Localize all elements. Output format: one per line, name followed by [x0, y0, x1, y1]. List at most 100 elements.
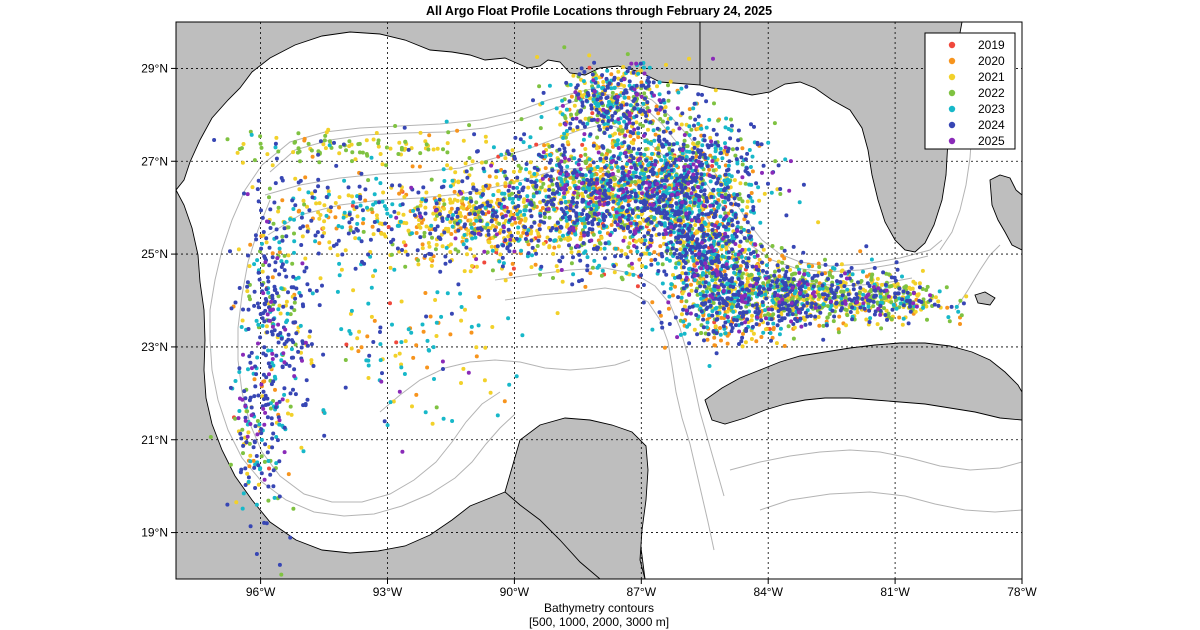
- profile-point: [527, 170, 532, 175]
- profile-point: [878, 294, 883, 299]
- profile-point: [609, 86, 614, 91]
- profile-point: [266, 498, 271, 503]
- profile-point: [632, 163, 637, 168]
- profile-point: [689, 127, 694, 132]
- profile-point: [598, 95, 603, 100]
- profile-point: [740, 162, 745, 167]
- profile-point: [470, 159, 475, 164]
- profile-point: [568, 126, 572, 131]
- profile-point: [337, 205, 341, 210]
- profile-point: [459, 318, 464, 323]
- profile-point: [693, 117, 698, 122]
- profile-point: [637, 175, 642, 180]
- profile-point: [293, 140, 298, 144]
- profile-point: [291, 207, 296, 211]
- profile-point: [887, 284, 892, 289]
- profile-point: [662, 208, 667, 213]
- profile-point: [583, 152, 588, 157]
- profile-point: [571, 176, 576, 181]
- profile-point: [840, 306, 844, 311]
- profile-point: [279, 358, 284, 363]
- profile-point: [681, 307, 686, 312]
- profile-point: [797, 200, 802, 205]
- profile-point: [635, 102, 640, 107]
- profile-point: [881, 270, 886, 275]
- profile-point: [820, 272, 824, 277]
- profile-point: [274, 461, 279, 466]
- profile-point: [702, 152, 707, 157]
- profile-point: [711, 168, 716, 173]
- profile-point: [681, 215, 685, 220]
- profile-point: [355, 336, 360, 341]
- profile-point: [681, 280, 686, 285]
- profile-point: [526, 228, 531, 233]
- profile-point: [591, 203, 596, 208]
- profile-point: [721, 254, 725, 259]
- profile-point: [713, 324, 718, 329]
- profile-point: [698, 259, 703, 264]
- profile-point: [335, 289, 340, 294]
- profile-point: [562, 195, 567, 200]
- profile-point: [774, 341, 779, 346]
- profile-point: [687, 195, 692, 200]
- profile-point: [707, 313, 711, 318]
- profile-point: [662, 235, 666, 240]
- profile-point: [621, 226, 626, 231]
- profile-point: [554, 106, 559, 111]
- profile-point: [277, 240, 282, 245]
- profile-point: [759, 335, 764, 339]
- profile-point: [739, 230, 744, 234]
- profile-point: [448, 166, 453, 171]
- profile-point: [663, 203, 668, 208]
- profile-point: [266, 459, 271, 463]
- profile-point: [771, 327, 776, 332]
- profile-point: [823, 271, 828, 276]
- profile-point: [527, 144, 532, 149]
- profile-point: [786, 324, 791, 329]
- profile-point: [572, 220, 577, 225]
- profile-point: [684, 251, 689, 255]
- profile-point: [532, 180, 537, 185]
- profile-point: [674, 121, 679, 126]
- profile-point: [378, 342, 383, 347]
- profile-point: [418, 151, 423, 156]
- profile-point: [665, 216, 670, 221]
- profile-point: [582, 70, 587, 74]
- profile-point: [821, 323, 826, 328]
- profile-point: [461, 138, 466, 143]
- profile-point: [925, 317, 929, 322]
- profile-point: [801, 250, 806, 255]
- profile-point: [729, 117, 733, 122]
- profile-point: [681, 259, 686, 263]
- profile-point: [590, 219, 595, 224]
- profile-point: [728, 185, 733, 190]
- profile-point: [920, 268, 925, 273]
- profile-point: [668, 163, 673, 168]
- profile-point: [801, 182, 806, 187]
- profile-point: [355, 221, 360, 226]
- profile-point: [750, 169, 755, 174]
- profile-point: [433, 217, 438, 222]
- profile-point: [846, 292, 851, 297]
- profile-point: [603, 241, 608, 246]
- profile-point: [712, 211, 717, 216]
- profile-point: [629, 86, 634, 91]
- profile-point: [643, 167, 648, 172]
- profile-point: [344, 148, 348, 153]
- profile-point: [666, 90, 671, 95]
- profile-point: [710, 261, 715, 266]
- profile-point: [764, 263, 769, 268]
- profile-point: [719, 267, 724, 272]
- profile-point: [495, 244, 500, 249]
- profile-point: [710, 309, 715, 314]
- profile-point: [512, 156, 517, 161]
- profile-point: [695, 303, 700, 308]
- profile-point: [816, 220, 821, 225]
- profile-point: [724, 241, 729, 246]
- profile-point: [868, 316, 873, 321]
- profile-point: [798, 316, 803, 321]
- profile-point: [396, 152, 401, 156]
- profile-point: [441, 147, 445, 152]
- profile-point: [570, 199, 575, 204]
- profile-point: [640, 168, 645, 173]
